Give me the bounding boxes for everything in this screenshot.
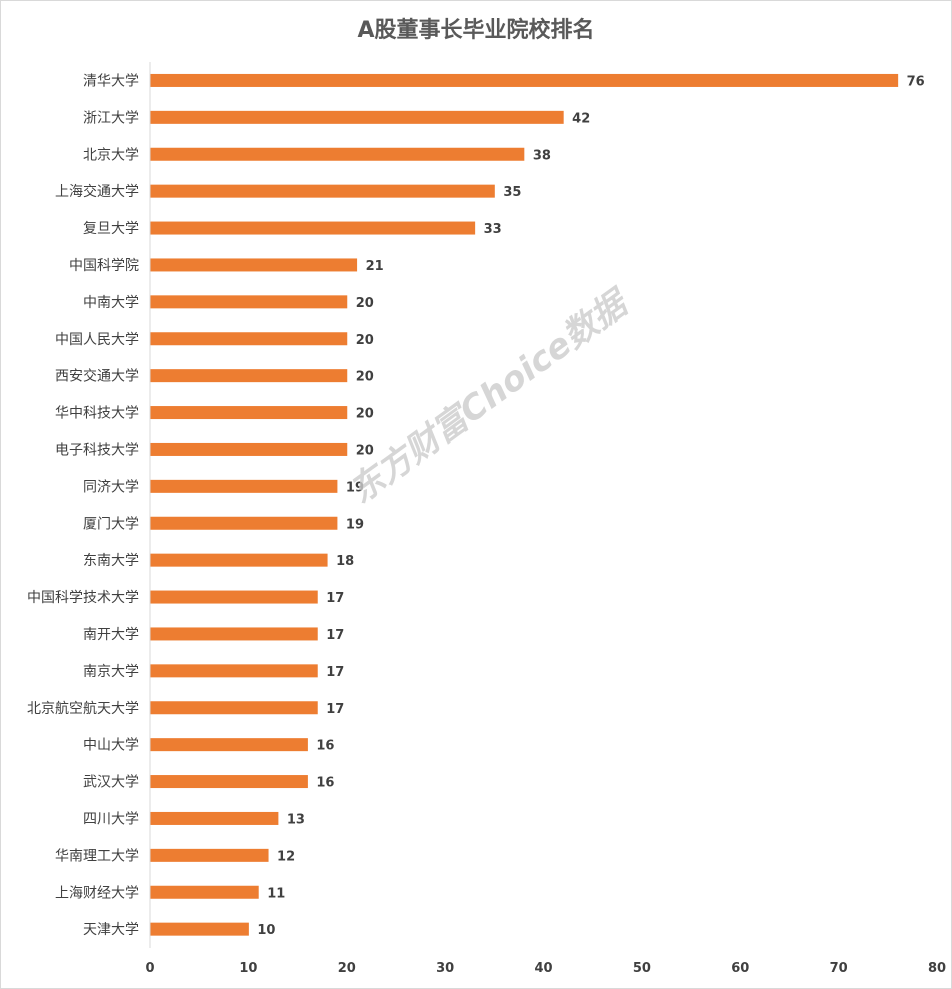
category-label: 北京大学 <box>83 147 139 163</box>
value-label: 20 <box>356 443 374 458</box>
value-label: 19 <box>346 480 364 495</box>
bar <box>150 221 476 235</box>
bar <box>150 110 564 124</box>
bar <box>150 442 348 456</box>
category-label: 南开大学 <box>83 627 139 643</box>
value-label: 13 <box>287 812 305 827</box>
value-label: 18 <box>336 554 354 569</box>
category-label: 中南大学 <box>83 295 139 311</box>
value-label: 12 <box>277 849 295 864</box>
bar <box>150 516 338 530</box>
x-tick-label: 50 <box>633 961 651 976</box>
x-tick-label: 60 <box>731 961 749 976</box>
bar <box>150 775 308 789</box>
x-tick-label: 0 <box>145 961 154 976</box>
value-label: 16 <box>316 776 334 791</box>
value-label: 19 <box>346 517 364 532</box>
category-label: 四川大学 <box>83 811 139 827</box>
value-label: 17 <box>326 702 344 717</box>
x-tick-label: 80 <box>928 961 946 976</box>
value-label: 17 <box>326 665 344 680</box>
category-label: 南京大学 <box>83 664 139 680</box>
bar <box>150 848 269 862</box>
value-label: 35 <box>503 185 521 200</box>
category-label: 华南理工大学 <box>55 848 139 864</box>
value-label: 16 <box>316 739 334 754</box>
bar <box>150 295 348 309</box>
category-label: 浙江大学 <box>83 110 139 126</box>
value-label: 10 <box>257 923 275 938</box>
value-label: 20 <box>356 296 374 311</box>
x-tick-label: 20 <box>338 961 356 976</box>
bar <box>150 258 358 272</box>
value-label: 21 <box>366 259 384 274</box>
x-tick-label: 30 <box>436 961 454 976</box>
value-label: 20 <box>356 407 374 422</box>
category-label: 华中科技大学 <box>55 406 139 422</box>
category-label: 清华大学 <box>83 73 139 89</box>
bar <box>150 627 318 641</box>
bar <box>150 369 348 383</box>
bar <box>150 479 338 493</box>
bar <box>150 664 318 678</box>
category-label: 上海财经大学 <box>55 885 139 901</box>
value-label: 42 <box>572 111 590 126</box>
value-label: 20 <box>356 370 374 385</box>
category-label: 西安交通大学 <box>55 368 139 385</box>
bar <box>150 738 308 752</box>
value-label: 17 <box>326 628 344 643</box>
bar <box>150 332 348 346</box>
value-label: 33 <box>484 222 502 237</box>
value-label: 20 <box>356 333 374 348</box>
category-label: 北京航空航天大学 <box>27 701 139 717</box>
category-label: 厦门大学 <box>83 516 139 532</box>
category-label: 上海交通大学 <box>55 183 139 200</box>
category-label: 中国科学技术大学 <box>27 590 139 606</box>
chart-title: A股董事长毕业院校排名 <box>357 18 595 43</box>
bar <box>150 922 249 936</box>
x-tick-label: 40 <box>534 961 552 976</box>
bar <box>150 885 259 899</box>
x-tick-label: 70 <box>830 961 848 976</box>
bar <box>150 590 318 604</box>
value-label: 76 <box>907 74 925 89</box>
category-label: 复旦大学 <box>83 220 139 237</box>
category-label: 武汉大学 <box>83 775 139 791</box>
category-label: 中山大学 <box>83 738 139 754</box>
bar <box>150 73 899 87</box>
bar <box>150 406 348 420</box>
category-label: 东南大学 <box>83 553 139 569</box>
category-label: 中国科学院 <box>69 258 139 274</box>
bar <box>150 184 495 198</box>
x-tick-label: 10 <box>239 961 257 976</box>
category-label: 电子科技大学 <box>55 442 139 458</box>
category-label: 天津大学 <box>83 922 139 938</box>
bar <box>150 147 525 161</box>
value-label: 17 <box>326 591 344 606</box>
bar <box>150 811 279 825</box>
bar <box>150 701 318 715</box>
category-label: 中国人民大学 <box>55 332 139 348</box>
value-label: 11 <box>267 886 285 901</box>
bar <box>150 553 328 567</box>
value-label: 38 <box>533 148 551 163</box>
category-label: 同济大学 <box>83 479 139 495</box>
